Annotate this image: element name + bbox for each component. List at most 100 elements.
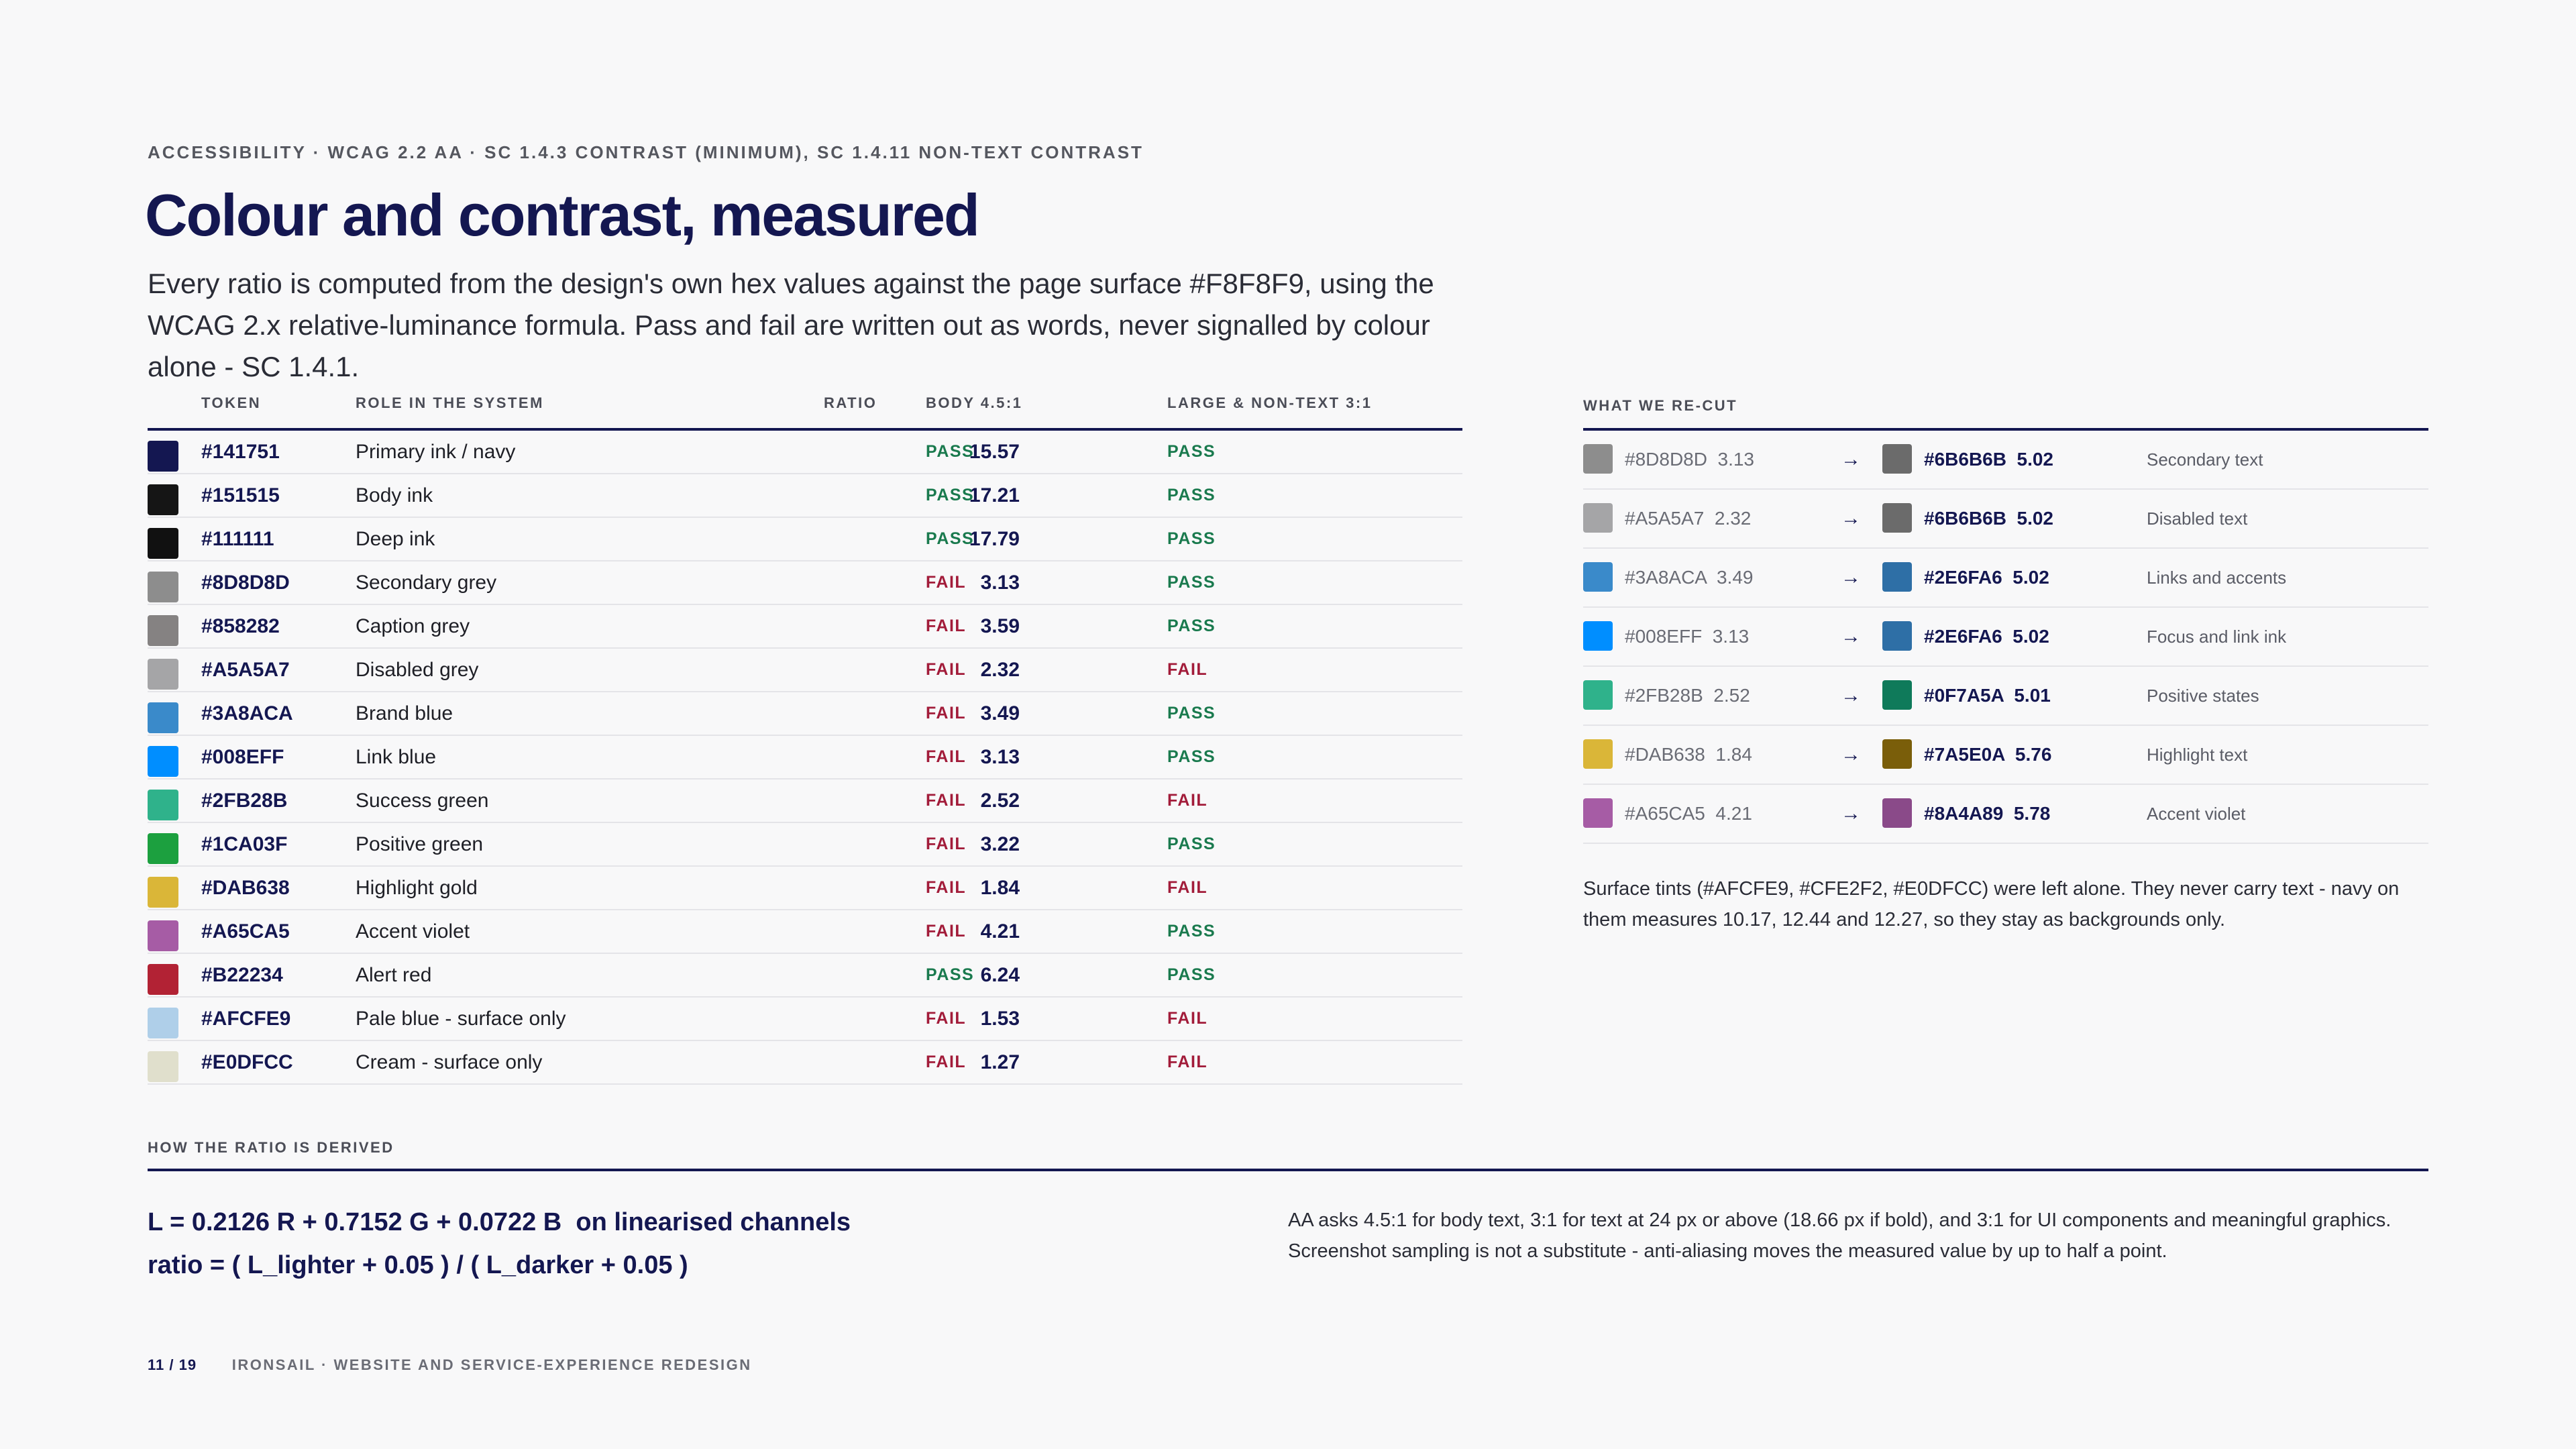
recut-row: #DAB638 1.84 → #7A5E0A 5.76 Highlight text [1583, 726, 2428, 785]
color-swatch [148, 964, 178, 995]
large-result: PASS [1167, 573, 1216, 592]
recut-row: #008EFF 3.13 → #2E6FA6 5.02 Focus and link … [1583, 608, 2428, 667]
contrast-ratio: 2.52 [980, 790, 1020, 812]
color-swatch [148, 1051, 178, 1082]
to-swatch [1882, 444, 1912, 474]
large-result: FAIL [1167, 1009, 1208, 1028]
from-swatch [1583, 621, 1613, 651]
token-role: Success green [356, 790, 489, 812]
arrow-right-icon: → [1841, 802, 1861, 824]
token-role: Highlight gold [356, 877, 478, 899]
recut-note: Surface tints (#AFCFE9, #CFE2F2, #E0DFCC… [1583, 878, 2400, 930]
to-swatch [1882, 739, 1912, 769]
to-swatch [1882, 562, 1912, 592]
large-result: FAIL [1167, 660, 1208, 679]
to-swatch [1882, 680, 1912, 710]
contrast-ratio: 3.13 [980, 746, 1020, 768]
to-swatch [1882, 621, 1912, 651]
color-swatch [148, 1008, 178, 1038]
color-swatch [148, 746, 178, 777]
header-ratio: RATIO [824, 394, 877, 411]
token-hex: #AFCFE9 [201, 1008, 291, 1030]
large-result: PASS [1167, 747, 1216, 766]
arrow-right-icon: → [1841, 566, 1861, 588]
color-swatch [148, 572, 178, 602]
table-row: #8D8D8D Secondary grey 3.13 FAIL PASS [148, 561, 1462, 605]
to-value: #0F7A5A 5.01 [1924, 685, 2051, 706]
from-value: #A65CA5 4.21 [1625, 803, 1752, 824]
large-result: FAIL [1167, 878, 1208, 897]
contrast-ratio: 1.84 [980, 877, 1020, 899]
large-result: PASS [1167, 486, 1216, 504]
from-value: #A5A5A7 2.32 [1625, 508, 1752, 529]
token-role: Deep ink [356, 528, 435, 550]
recut-panel: WHAT WE RE-CUT #8D8D8D 3.13 → #6B6B6B 5.02… [1583, 389, 2428, 935]
from-swatch [1583, 562, 1613, 592]
large-result: PASS [1167, 922, 1216, 941]
header-token: TOKEN [201, 394, 262, 411]
table-row: #2FB28B Success green 2.52 FAIL FAIL [148, 780, 1462, 823]
large-result: PASS [1167, 616, 1216, 635]
contrast-ratio: 1.27 [980, 1051, 1020, 1073]
recut-use: Disabled text [2147, 508, 2248, 529]
recut-use: Highlight text [2147, 745, 2248, 765]
token-role: Caption grey [356, 615, 470, 637]
recut-row: #3A8ACA 3.49 → #2E6FA6 5.02 Links and accen… [1583, 549, 2428, 608]
color-swatch [148, 528, 178, 559]
body-result: PASS [926, 442, 975, 461]
body-result: FAIL [926, 878, 967, 897]
color-swatch [148, 659, 178, 690]
from-value: #2FB28B 2.52 [1625, 685, 1750, 706]
derivation-heading: HOW THE RATIO IS DERIVED [148, 1134, 2428, 1171]
from-swatch [1583, 680, 1613, 710]
token-role: Brand blue [356, 702, 453, 724]
page-number: 11 / 19 [148, 1356, 197, 1373]
large-result: FAIL [1167, 791, 1208, 810]
recut-use: Secondary text [2147, 449, 2263, 470]
token-hex: #A65CA5 [201, 920, 290, 943]
eyebrow: ACCESSIBILITY · WCAG 2.2 AA · SC 1.4.3 C… [148, 142, 1144, 162]
token-hex: #141751 [201, 441, 280, 463]
color-swatch [148, 484, 178, 515]
derivation-heading-label: HOW THE RATIO IS DERIVED [148, 1139, 394, 1156]
footer-label: IRONSAIL · WEBSITE AND SERVICE-EXPERIENC… [231, 1356, 752, 1373]
contrast-table: TOKEN ROLE IN THE SYSTEM RATIO BODY 4.5:… [148, 389, 1462, 1085]
token-hex: #2FB28B [201, 790, 288, 812]
large-result: PASS [1167, 835, 1216, 853]
recut-row: #A65CA5 4.21 → #8A4A89 5.78 Accent violet [1583, 785, 2428, 844]
token-hex: #008EFF [201, 746, 284, 768]
table-row: #008EFF Link blue 3.13 FAIL PASS [148, 736, 1462, 780]
arrow-right-icon: → [1841, 507, 1861, 529]
table-row: #1CA03F Positive green 3.22 FAIL PASS [148, 823, 1462, 867]
header-role: ROLE IN THE SYSTEM [356, 394, 544, 411]
color-swatch [148, 615, 178, 646]
to-value: #6B6B6B 5.02 [1924, 449, 2054, 470]
token-hex: #DAB638 [201, 877, 290, 899]
token-hex: #1CA03F [201, 833, 288, 855]
to-value: #2E6FA6 5.02 [1924, 567, 2049, 588]
token-role: Link blue [356, 746, 437, 768]
contrast-ratio: 17.21 [969, 484, 1020, 506]
token-hex: #151515 [201, 484, 280, 506]
color-swatch [148, 790, 178, 820]
contrast-ratio: 3.59 [980, 615, 1020, 637]
formula-ratio: ratio = ( L_lighter + 0.05 ) / ( L_darke… [148, 1251, 688, 1279]
to-swatch [1882, 503, 1912, 533]
color-swatch [148, 833, 178, 864]
formula-luminance: L = 0.2126 R + 0.7152 G + 0.0722 B on li… [148, 1208, 851, 1236]
table-row: #A5A5A7 Disabled grey 2.32 FAIL FAIL [148, 649, 1462, 692]
to-value: #6B6B6B 5.02 [1924, 508, 2054, 529]
contrast-ratio: 17.79 [969, 528, 1020, 550]
formula: L = 0.2126 R + 0.7152 G + 0.0722 B on li… [148, 1201, 851, 1287]
body-result: PASS [926, 486, 975, 504]
table-row: #858282 Caption grey 3.59 FAIL PASS [148, 605, 1462, 649]
to-value: #2E6FA6 5.02 [1924, 626, 2049, 647]
color-swatch [148, 920, 178, 951]
large-result: PASS [1167, 704, 1216, 722]
token-role: Accent violet [356, 920, 470, 943]
large-result: PASS [1167, 529, 1216, 548]
token-role: Positive green [356, 833, 484, 855]
recut-row: #8D8D8D 3.13 → #6B6B6B 5.02 Secondary text [1583, 431, 2428, 490]
from-swatch [1583, 798, 1613, 828]
token-hex: #A5A5A7 [201, 659, 290, 681]
